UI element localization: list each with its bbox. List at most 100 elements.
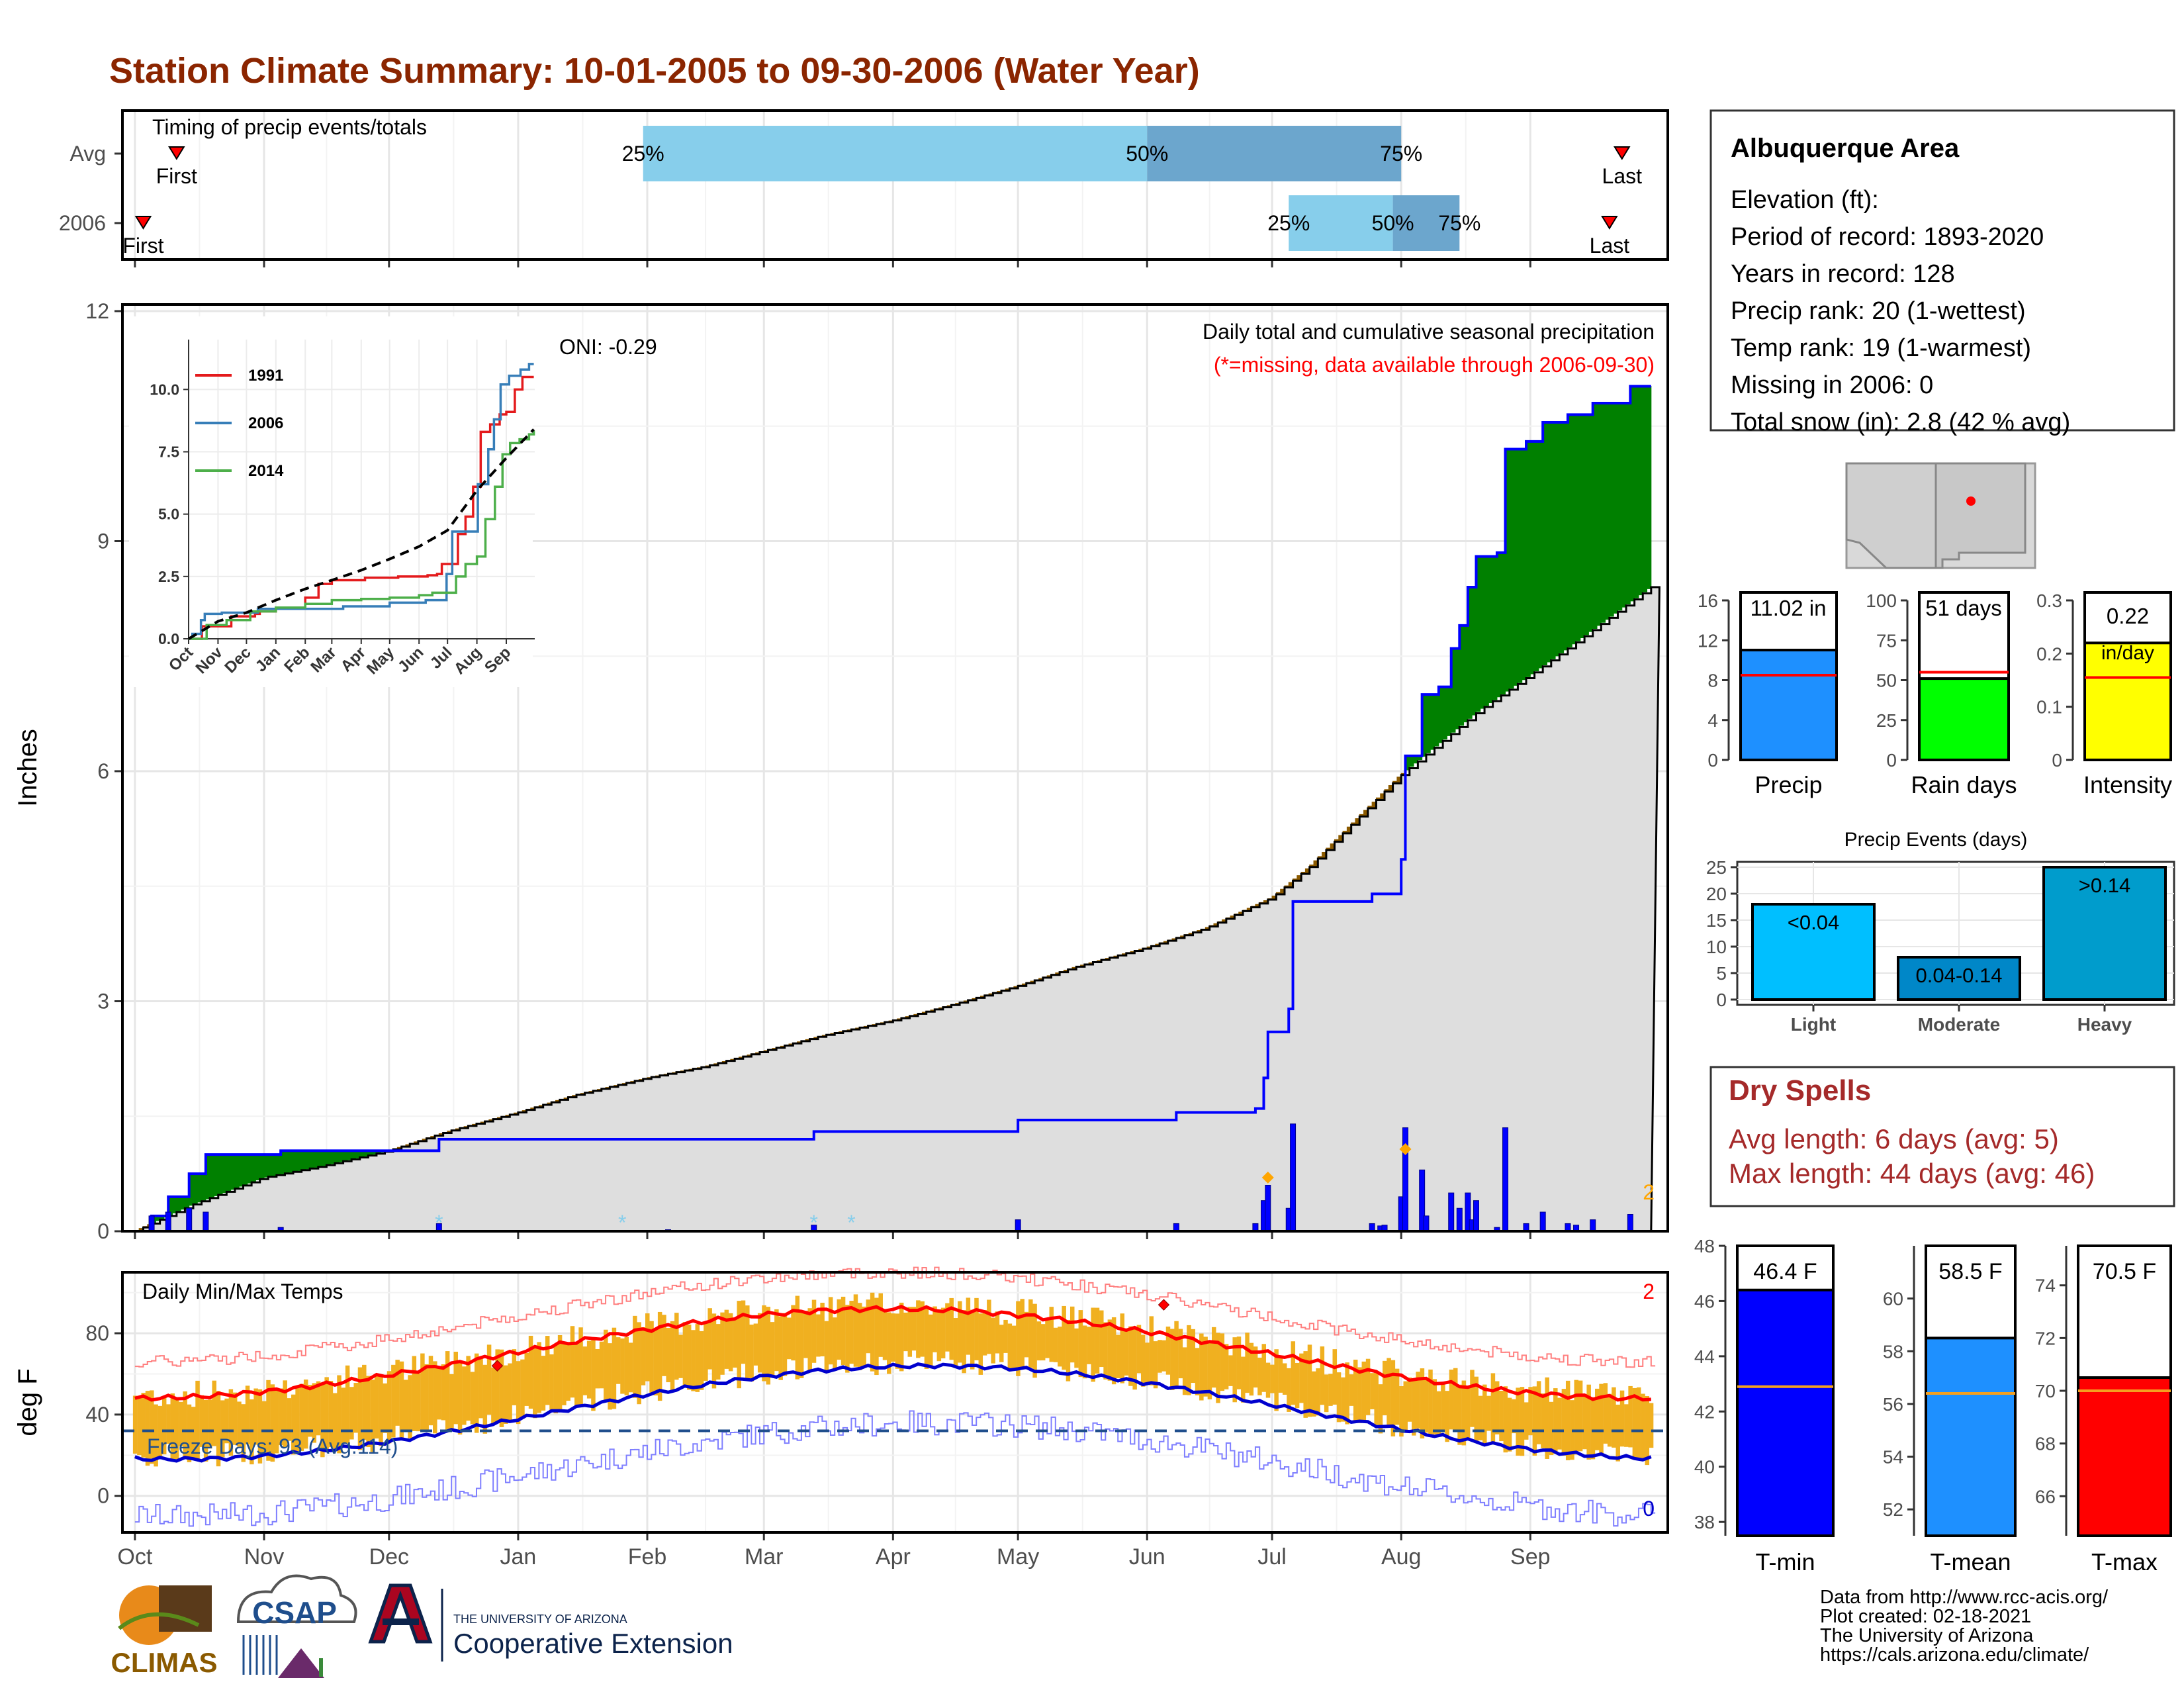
daily-temp-range-bar (1199, 1333, 1204, 1401)
daily-temp-range-bar (324, 1377, 329, 1449)
daily-temp-range-bar (337, 1375, 341, 1454)
daily-temp-range-bar (787, 1317, 792, 1360)
daily-temp-range-bar (179, 1401, 183, 1446)
daily-temp-range-bar (1074, 1328, 1079, 1368)
daily-temp-range-bar (1365, 1358, 1371, 1415)
y-tick-label: 0 (97, 1484, 109, 1508)
timing-q75-label: 75% (1380, 142, 1422, 165)
daily-temp-range-bar (1615, 1404, 1620, 1462)
daily-temp-range-bar (907, 1307, 913, 1357)
daily-temp-range-bar (491, 1367, 496, 1425)
daily-temp-range-bar (1203, 1336, 1208, 1397)
daily-temp-range-bar (962, 1310, 966, 1374)
x-tick-label: Sep (1510, 1544, 1551, 1570)
daily-temp-range-bar (1628, 1385, 1633, 1448)
daily-precip-bar (1456, 1207, 1463, 1232)
daily-temp-range-bar (1149, 1316, 1154, 1385)
daily-temp-range-bar (828, 1297, 833, 1365)
daily-temp-range-bar (508, 1363, 512, 1423)
daily-temp-range-bar (1390, 1360, 1396, 1436)
daily-precip-bar (1539, 1211, 1546, 1232)
daily-temp-range-bar (1278, 1358, 1283, 1393)
ua-small-text: THE UNIVERSITY OF ARIZONA (453, 1613, 627, 1626)
daily-temp-range-bar (370, 1380, 375, 1452)
daily-temp-range-bar (208, 1399, 212, 1449)
y-axis-label: deg F (13, 1368, 42, 1436)
daily-temp-range-bar (187, 1404, 192, 1462)
daily-temp-range-bar (524, 1352, 529, 1406)
daily-temp-range-bar (933, 1306, 937, 1352)
daily-temp-range-bar (486, 1344, 492, 1415)
inset-legend-label: 2014 (248, 462, 284, 480)
daily-temp-range-bar (1007, 1323, 1013, 1372)
daily-temp-range-bar (1303, 1351, 1308, 1418)
daily-temp-range-bar (945, 1303, 950, 1352)
daily-temp-range-bar (749, 1325, 754, 1382)
daily-temp-range-bar (1024, 1311, 1029, 1358)
daily-temp-range-bar (1291, 1341, 1296, 1405)
daily-temp-range-bar (428, 1356, 433, 1426)
daily-temp-range-bar (924, 1305, 929, 1369)
daily-temp-range-bar (453, 1351, 459, 1425)
daily-temp-range-bar (266, 1380, 271, 1461)
events-bar (1751, 903, 1876, 1001)
timing-bar-25-50 (1289, 195, 1393, 251)
x-tick-label: Dec (369, 1544, 409, 1570)
last-event-marker-label: Last (1602, 164, 1643, 188)
daily-temp-range-bar (811, 1299, 817, 1363)
daily-temp-range-bar (608, 1343, 612, 1410)
inset-series-2014 (189, 430, 535, 640)
daily-temp-range-bar (1091, 1307, 1095, 1382)
daily-temp-range-bar (699, 1331, 704, 1390)
record-high-marker (491, 1360, 504, 1372)
daily-temp-range-bar (1062, 1305, 1066, 1370)
daily-temp-range-bar (328, 1380, 334, 1448)
temp-border (121, 1271, 1669, 1534)
daily-temp-range-bar (216, 1391, 221, 1467)
daily-temp-range-bar (691, 1330, 696, 1391)
daily-precip-bar (203, 1211, 209, 1232)
daily-temp-range-bar (283, 1380, 287, 1448)
daily-temp-range-bar (1341, 1377, 1345, 1422)
daily-precip-bar (1015, 1219, 1021, 1232)
daily-temp-range-bar (891, 1313, 895, 1362)
daily-temp-range-bar (545, 1336, 550, 1405)
temp-summary-value-label: 46.4 F (1753, 1259, 1817, 1284)
daily-temp-range-bar (228, 1389, 234, 1456)
station-info-panel: Albuquerque Area Elevation (ft): Period of… (1709, 109, 2175, 436)
daily-temp-range-bar (766, 1307, 771, 1385)
inset-y-tick-label: 2.5 (158, 568, 179, 585)
daily-temp-range-bar (824, 1321, 829, 1371)
daily-temp-range-bar (520, 1359, 525, 1419)
daily-temp-range-bar (870, 1292, 875, 1372)
daily-temp-range-bar (241, 1404, 246, 1462)
daily-temp-range-bar (387, 1371, 392, 1444)
daily-temp-range-bar (604, 1329, 608, 1401)
climas-logo-swoosh (118, 1612, 200, 1630)
daily-temp-range-bar (516, 1361, 521, 1425)
daily-temp-range-bar (1478, 1395, 1483, 1440)
inset-background (129, 316, 533, 687)
daily-temp-range-bar (887, 1312, 891, 1374)
daily-temp-range-bar (357, 1367, 363, 1450)
daily-temp-range-bar (174, 1399, 179, 1460)
daily-temp-range-bar (720, 1312, 725, 1375)
inset-legend-label: 1991 (248, 367, 283, 385)
daily-temp-range-bar (1336, 1372, 1342, 1423)
daily-temp-range-bar (1182, 1347, 1187, 1395)
temp-summary-y-tick-label: 72 (2035, 1328, 2056, 1348)
temp-summary-category-label: T-min (1756, 1548, 1815, 1575)
daily-temp-range-bar (737, 1301, 741, 1389)
daily-temp-range-bar (1053, 1327, 1058, 1362)
temp-panel: 0 40 80 deg F Oct Nov Dec Jan Feb Mar Apr May Jun Jul… (13, 1266, 1669, 1570)
daily-temp-range-bar (1324, 1374, 1329, 1413)
temp-summary-y-tick-label: 70 (2035, 1381, 2056, 1401)
first-event-marker-label: First (122, 234, 163, 258)
inset-legend-label: 2006 (248, 414, 283, 432)
daily-temp-range-bar (1003, 1319, 1008, 1353)
daily-temp-range-bar (1461, 1380, 1467, 1446)
daily-temp-range-bar (303, 1380, 308, 1449)
daily-temp-range-bar (849, 1301, 854, 1364)
precip-summary-y-tick-label: 16 (1698, 590, 1718, 611)
daily-temp-range-bar (245, 1385, 250, 1444)
